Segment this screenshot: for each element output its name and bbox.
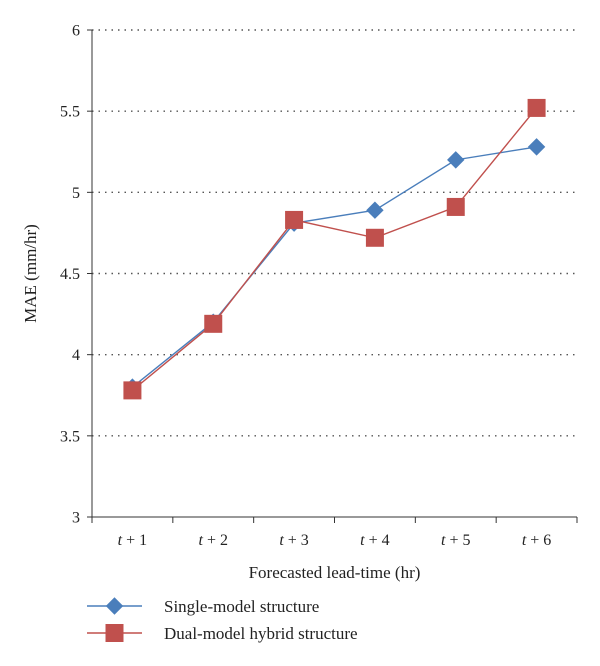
x-tick-label: t + 4 xyxy=(360,532,389,549)
legend-label: Dual-model hybrid structure xyxy=(164,624,358,643)
square-marker xyxy=(446,197,465,216)
y-tick-label: 4.5 xyxy=(60,266,80,283)
y-tick-labels: 3 3.5 4 4.5 5 5.5 6 xyxy=(60,23,80,527)
diamond-marker xyxy=(527,138,546,156)
legend: Single-model structure Dual-model hybrid … xyxy=(87,597,358,643)
legend-diamond-marker xyxy=(105,597,124,615)
diamond-marker xyxy=(447,151,465,169)
legend-square-marker xyxy=(105,624,124,642)
gridlines xyxy=(92,29,577,437)
series-line xyxy=(131,146,537,388)
square-marker xyxy=(285,210,304,229)
x-tick-label: t + 6 xyxy=(522,532,551,549)
y-tick-label: 3 xyxy=(72,510,80,527)
x-tick-label: t + 1 xyxy=(118,532,147,549)
y-tick-label: 3.5 xyxy=(60,428,80,445)
legend-label: Single-model structure xyxy=(164,597,319,616)
series xyxy=(123,98,546,400)
diamond-marker xyxy=(366,201,384,219)
x-tick-label: t + 5 xyxy=(441,532,470,549)
square-marker xyxy=(365,228,384,247)
x-tick-label: t + 3 xyxy=(279,532,308,549)
square-marker xyxy=(204,314,223,333)
series-2 xyxy=(123,98,546,400)
axes xyxy=(87,29,578,523)
x-tick-labels: t + 1 t + 2 t + 3 t + 4 t + 5 t + 6 xyxy=(118,532,552,549)
y-tick-label: 4 xyxy=(72,347,80,364)
x-axis-label: Forecasted lead-time (hr) xyxy=(249,563,421,582)
series-1 xyxy=(123,138,546,396)
legend-item: Dual-model hybrid structure xyxy=(87,624,358,643)
x-tick-label: t + 2 xyxy=(199,532,228,549)
square-marker xyxy=(527,98,546,117)
y-tick-label: 6 xyxy=(72,23,80,40)
y-tick-label: 5 xyxy=(72,185,80,202)
square-marker xyxy=(123,381,142,400)
series-line xyxy=(131,107,538,391)
y-axis-label: MAE (mm/hr) xyxy=(21,224,40,323)
y-tick-label: 5.5 xyxy=(60,104,80,121)
legend-item: Single-model structure xyxy=(87,597,319,616)
